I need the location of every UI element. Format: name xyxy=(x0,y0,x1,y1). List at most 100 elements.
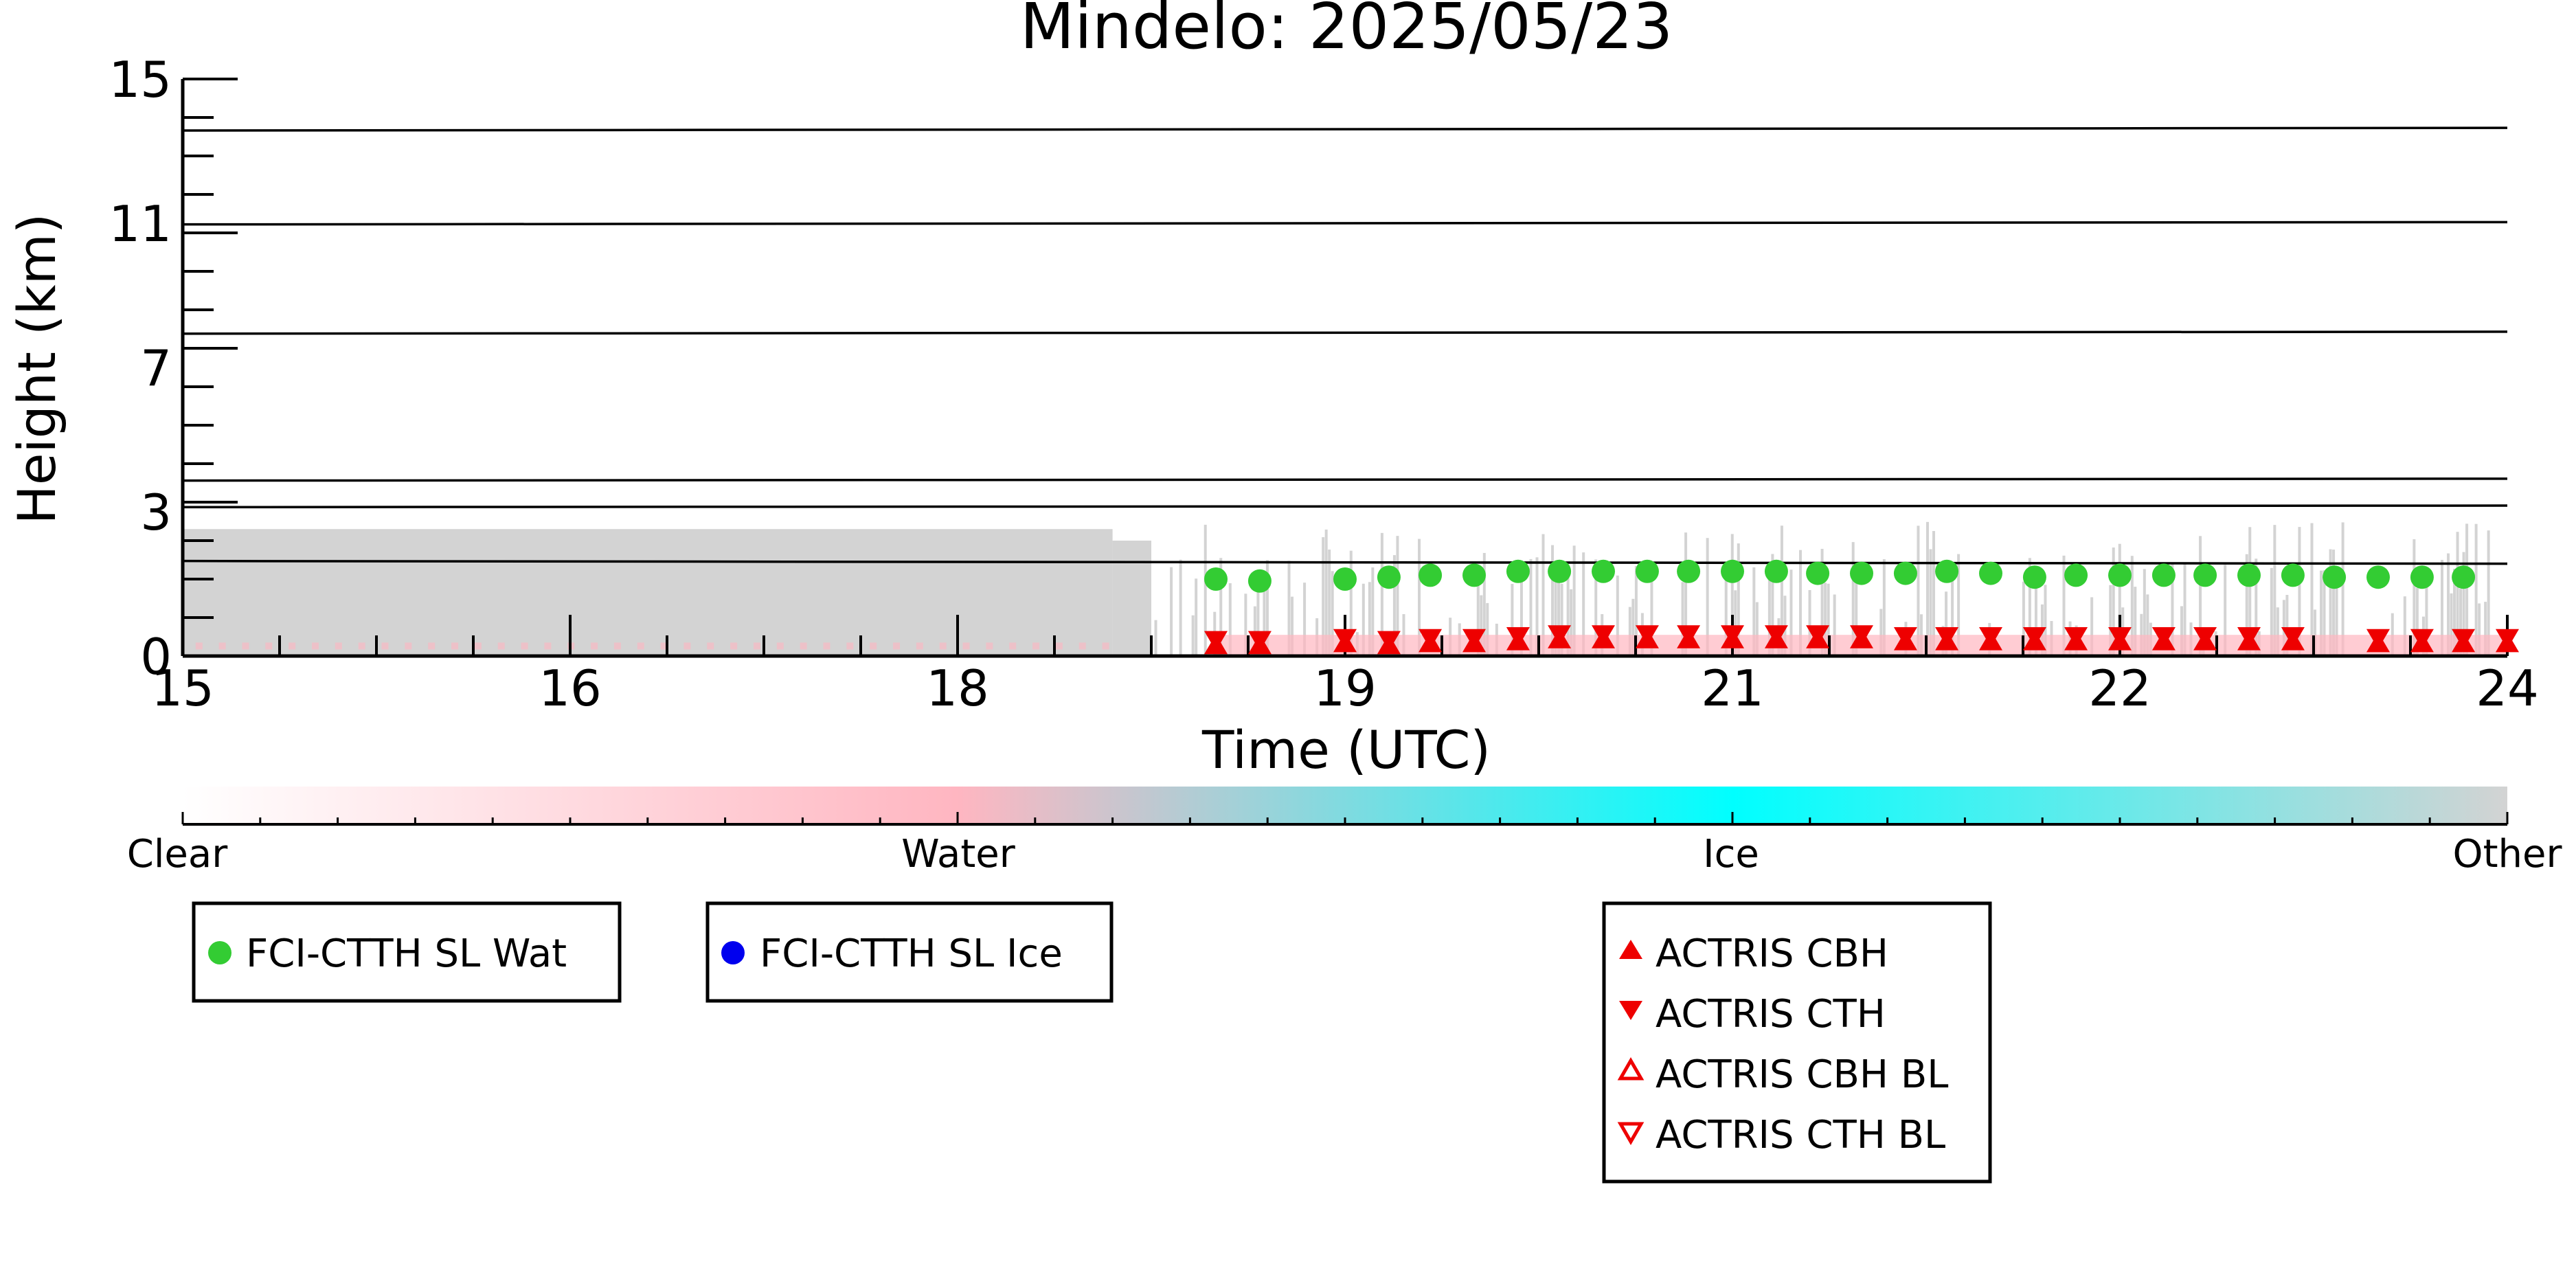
colorbar-ticks xyxy=(181,812,2509,826)
water-speckle xyxy=(381,642,389,650)
cloud-column xyxy=(1511,584,1514,656)
legend-cbh-label: ACTRIS CBH xyxy=(1656,931,1888,976)
cloud-column xyxy=(2112,547,2115,656)
cloud-column xyxy=(2062,555,2066,656)
cloud-column xyxy=(2335,566,2338,656)
cloud-column xyxy=(1328,550,1331,656)
series-point xyxy=(2452,629,2476,649)
cloud-column xyxy=(2171,563,2174,656)
cloud-column xyxy=(1560,583,1563,656)
cloud-column xyxy=(1570,589,1573,656)
cloud-column xyxy=(1331,571,1334,656)
cloud-column xyxy=(1650,569,1653,656)
cloud-column xyxy=(2090,597,2094,656)
cloud-column xyxy=(1557,562,1561,656)
legend-wat-label: FCI-CTTH SL Wat xyxy=(246,931,567,976)
series-point xyxy=(2323,565,2347,589)
cloud-column xyxy=(1945,591,1948,656)
water-speckle xyxy=(962,642,970,650)
cloud-column xyxy=(1951,566,1954,656)
series-point xyxy=(2193,627,2217,647)
water-speckle xyxy=(358,642,365,650)
legend-cth-bl-marker xyxy=(1617,1122,1645,1146)
water-speckle xyxy=(707,642,714,650)
cloud-column xyxy=(1486,602,1489,656)
cloud-column xyxy=(2183,562,2187,656)
water-speckle xyxy=(195,642,203,650)
y-axis-label: Height (km) xyxy=(6,214,67,525)
series-point xyxy=(1677,559,1701,583)
series-point xyxy=(1377,631,1401,651)
cloud-column xyxy=(1170,567,1173,656)
legend-cbh-bl-marker xyxy=(1617,1057,1645,1081)
series-point xyxy=(1806,561,1830,585)
series-point xyxy=(2410,565,2434,589)
cloud-column xyxy=(1362,583,1365,656)
legend-cth-label: ACTRIS CTH xyxy=(1656,992,1886,1037)
legend-ice: FCI-CTTH SL Ice xyxy=(705,901,1114,1003)
cloud-column xyxy=(2440,560,2443,656)
cloud-column xyxy=(1634,566,1638,656)
water-speckle xyxy=(1032,642,1040,650)
y-tick-label: 15 xyxy=(109,51,172,109)
water-speckle xyxy=(218,642,226,650)
cloud-column xyxy=(2022,581,2025,656)
series-point xyxy=(1377,565,1401,589)
cloud-column xyxy=(1771,554,1774,656)
series-point xyxy=(1806,625,1830,646)
cloud-column xyxy=(1396,536,1399,656)
series-point xyxy=(1462,629,1486,649)
cloud-column xyxy=(2143,569,2146,656)
cloud-column xyxy=(1219,558,1223,656)
series-point xyxy=(1635,559,1659,583)
cloud-column xyxy=(1195,578,1198,656)
series-point xyxy=(1419,563,1443,587)
cloud-column xyxy=(1780,526,1783,656)
cloud-column xyxy=(1263,588,1266,656)
water-speckle xyxy=(312,642,319,650)
legend-wat-marker xyxy=(208,941,231,964)
cloud-classification-background xyxy=(183,521,2507,656)
cloud-column xyxy=(1755,602,1759,656)
series-point xyxy=(1850,625,1873,646)
cloud-column xyxy=(1349,550,1353,656)
series-point xyxy=(1635,625,1659,646)
cloud-column xyxy=(1681,582,1684,656)
cloud-column xyxy=(2329,549,2332,656)
cloud-column xyxy=(1855,572,1858,656)
water-speckle xyxy=(497,642,505,650)
cloud-column xyxy=(2285,594,2289,656)
cloud-column xyxy=(2028,558,2031,656)
series-point xyxy=(1721,559,1744,583)
series-point xyxy=(1247,631,1272,651)
water-speckle xyxy=(660,642,668,650)
water-speckle xyxy=(242,642,249,650)
cloud-column xyxy=(1582,552,1585,656)
series-point xyxy=(2452,565,2476,589)
data-series xyxy=(1204,559,2519,655)
cloud-column xyxy=(1265,560,1269,656)
water-speckle xyxy=(289,642,296,650)
series-point xyxy=(2064,563,2088,587)
cloud-column xyxy=(1752,567,1756,656)
series-point xyxy=(1247,569,1272,593)
cloud-column xyxy=(1392,555,1396,656)
cloud-column xyxy=(2413,539,2416,656)
cloud-column xyxy=(2130,556,2134,656)
series-point xyxy=(1979,561,2002,585)
x-tick-label: 16 xyxy=(539,659,602,717)
water-speckle xyxy=(823,642,831,650)
cloud-column xyxy=(2391,613,2394,656)
cloud-column xyxy=(1256,580,1260,656)
level-line xyxy=(182,504,2508,509)
chart-title: Mindelo: 2025/05/23 xyxy=(1020,0,1673,63)
water-speckle xyxy=(846,642,854,650)
level-line xyxy=(182,330,2508,335)
cloud-column xyxy=(1799,550,1803,656)
cloud-column xyxy=(1827,583,1830,656)
cloud-column xyxy=(1833,594,1836,656)
colorbar-label-clear: Clear xyxy=(127,832,228,877)
series-point xyxy=(1333,629,1357,649)
cloud-column xyxy=(1789,569,1793,656)
water-speckle xyxy=(916,642,923,650)
